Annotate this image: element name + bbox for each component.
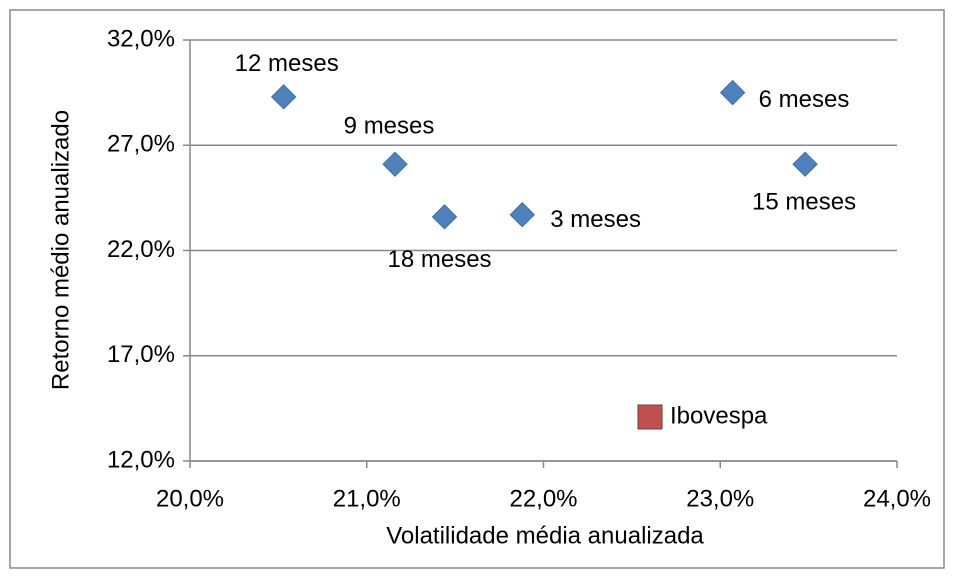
x-tick-label: 23,0%	[686, 485, 754, 512]
legend-label: Ibovespa	[670, 402, 768, 429]
data-label: 3 meses	[550, 206, 641, 233]
data-label: 18 meses	[387, 246, 491, 273]
data-label: 15 meses	[752, 189, 856, 216]
y-tick-label: 17,0%	[107, 341, 175, 368]
data-label: 9 meses	[344, 113, 435, 140]
x-axis-title: Volatilidade média anualizada	[386, 522, 704, 549]
legend-swatch	[637, 404, 663, 430]
data-point	[431, 204, 458, 230]
x-tick-label: 20,0%	[156, 485, 224, 512]
x-tick-label: 22,0%	[509, 485, 577, 512]
data-point	[509, 202, 535, 228]
y-tick-label: 32,0%	[107, 25, 175, 52]
y-axis-title: Retorno médio anualizado	[47, 110, 74, 390]
x-tick-label: 24,0%	[863, 485, 931, 512]
y-tick-label: 12,0%	[107, 446, 175, 473]
data-point	[792, 151, 818, 177]
x-tick-label: 21,0%	[333, 485, 401, 512]
data-label: 12 meses	[235, 50, 339, 77]
data-label: 6 meses	[759, 86, 850, 113]
y-tick-label: 27,0%	[107, 131, 175, 158]
y-tick-label: 22,0%	[107, 236, 175, 263]
chart-frame	[9, 9, 945, 569]
data-point	[270, 84, 297, 110]
data-point	[382, 151, 408, 177]
data-point	[719, 79, 746, 106]
